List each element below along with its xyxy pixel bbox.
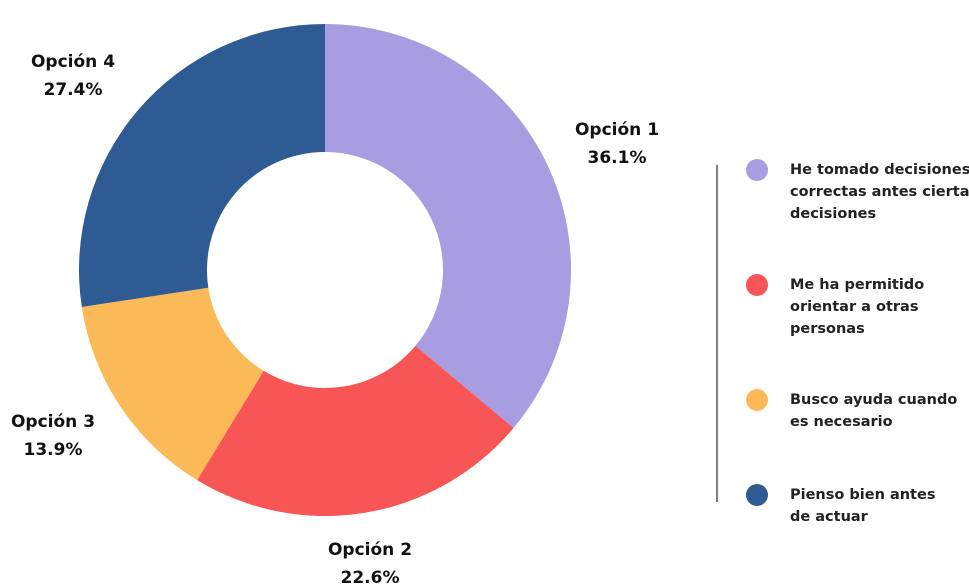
slice-label: Opción 2: [328, 540, 412, 560]
slice-value: 22.6%: [341, 568, 400, 586]
donut-slice: [197, 345, 514, 516]
legend-label: decisiones: [790, 206, 876, 222]
slice-label: Opción 3: [11, 412, 95, 432]
slice-value: 13.9%: [24, 440, 83, 460]
slice-label: Opción 4: [31, 52, 115, 72]
legend-swatch: [746, 484, 768, 506]
donut-slice: [78, 24, 325, 307]
legend-label: orientar a otras: [790, 299, 918, 315]
legend-label: Pienso bien antes: [790, 487, 935, 503]
slice-value: 27.4%: [44, 80, 103, 100]
legend-label: correctas antes ciertas: [790, 184, 969, 200]
legend-label: Me ha permitido: [790, 277, 924, 293]
legend-label: He tomado decisiones: [790, 162, 969, 178]
legend-label: Busco ayuda cuando: [790, 392, 957, 408]
legend-label: es necesario: [790, 414, 893, 430]
legend-swatch: [746, 159, 768, 181]
legend-swatch: [746, 389, 768, 411]
donut-slice: [81, 287, 264, 481]
legend-label: de actuar: [790, 509, 869, 525]
donut-slice: [325, 24, 571, 428]
legend-swatch: [746, 274, 768, 296]
slice-value: 36.1%: [588, 148, 647, 168]
legend-label: personas: [790, 321, 865, 337]
slice-label: Opción 1: [575, 120, 659, 140]
